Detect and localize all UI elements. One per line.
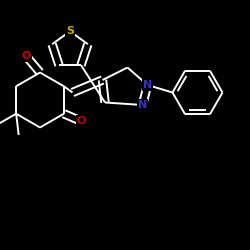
Text: N: N: [138, 100, 147, 110]
Text: N: N: [143, 80, 152, 90]
Text: S: S: [66, 26, 74, 36]
Text: O: O: [22, 51, 31, 61]
Text: O: O: [77, 116, 86, 126]
